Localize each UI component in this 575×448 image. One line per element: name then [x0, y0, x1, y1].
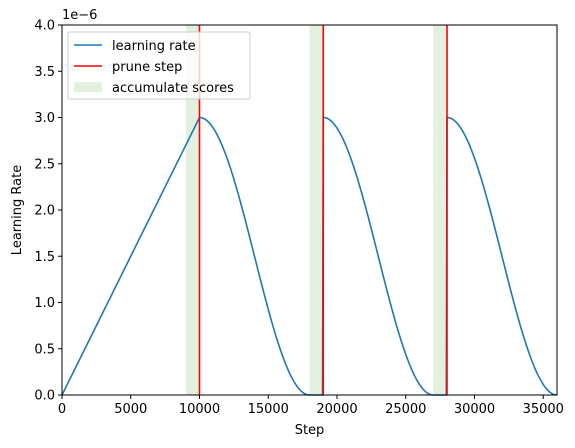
- legend-learning-rate-label: learning rate: [112, 39, 196, 54]
- legend-box: [67, 31, 251, 100]
- accumulate-region: [185, 25, 200, 395]
- x-tick-label: 10000: [179, 402, 220, 417]
- y-tick-label: 1.5: [34, 250, 55, 265]
- x-tick-label: 0: [58, 402, 66, 417]
- y-axis-label: Learning Rate: [10, 165, 25, 255]
- x-tick-label: 35000: [523, 402, 564, 417]
- y-axis-offset-label: 1e−6: [62, 8, 97, 23]
- accumulate-region: [433, 25, 447, 395]
- legend-accumulate-scores-swatch: [74, 82, 102, 92]
- y-tick-label: 2.0: [34, 204, 55, 219]
- y-tick-label: 0.0: [34, 389, 55, 404]
- y-tick-label: 3.5: [34, 65, 55, 80]
- y-tick-label: 2.5: [34, 157, 55, 172]
- accumulate-regions: [185, 25, 447, 395]
- x-axis-ticks: 0 5000 10000 15000 20000 25000 30000 35000: [58, 395, 564, 417]
- legend: learning rate prune step accumulate scor…: [67, 31, 251, 100]
- y-tick-label: 0.5: [34, 342, 55, 357]
- accumulate-region: [309, 25, 324, 395]
- x-axis-label: Step: [295, 423, 325, 438]
- x-tick-label: 25000: [385, 402, 426, 417]
- legend-accumulate-scores-label: accumulate scores: [112, 81, 234, 96]
- y-tick-label: 4.0: [34, 19, 55, 34]
- x-tick-label: 5000: [114, 402, 147, 417]
- y-tick-label: 1.0: [34, 296, 55, 311]
- x-tick-label: 30000: [454, 402, 495, 417]
- y-tick-label: 3.0: [34, 111, 55, 126]
- x-tick-label: 15000: [248, 402, 289, 417]
- x-tick-label: 20000: [316, 402, 357, 417]
- legend-prune-step-label: prune step: [112, 60, 182, 75]
- y-axis-ticks: 0.0 0.5 1.0 1.5 2.0 2.5 3.0 3.5 4.0: [34, 19, 62, 404]
